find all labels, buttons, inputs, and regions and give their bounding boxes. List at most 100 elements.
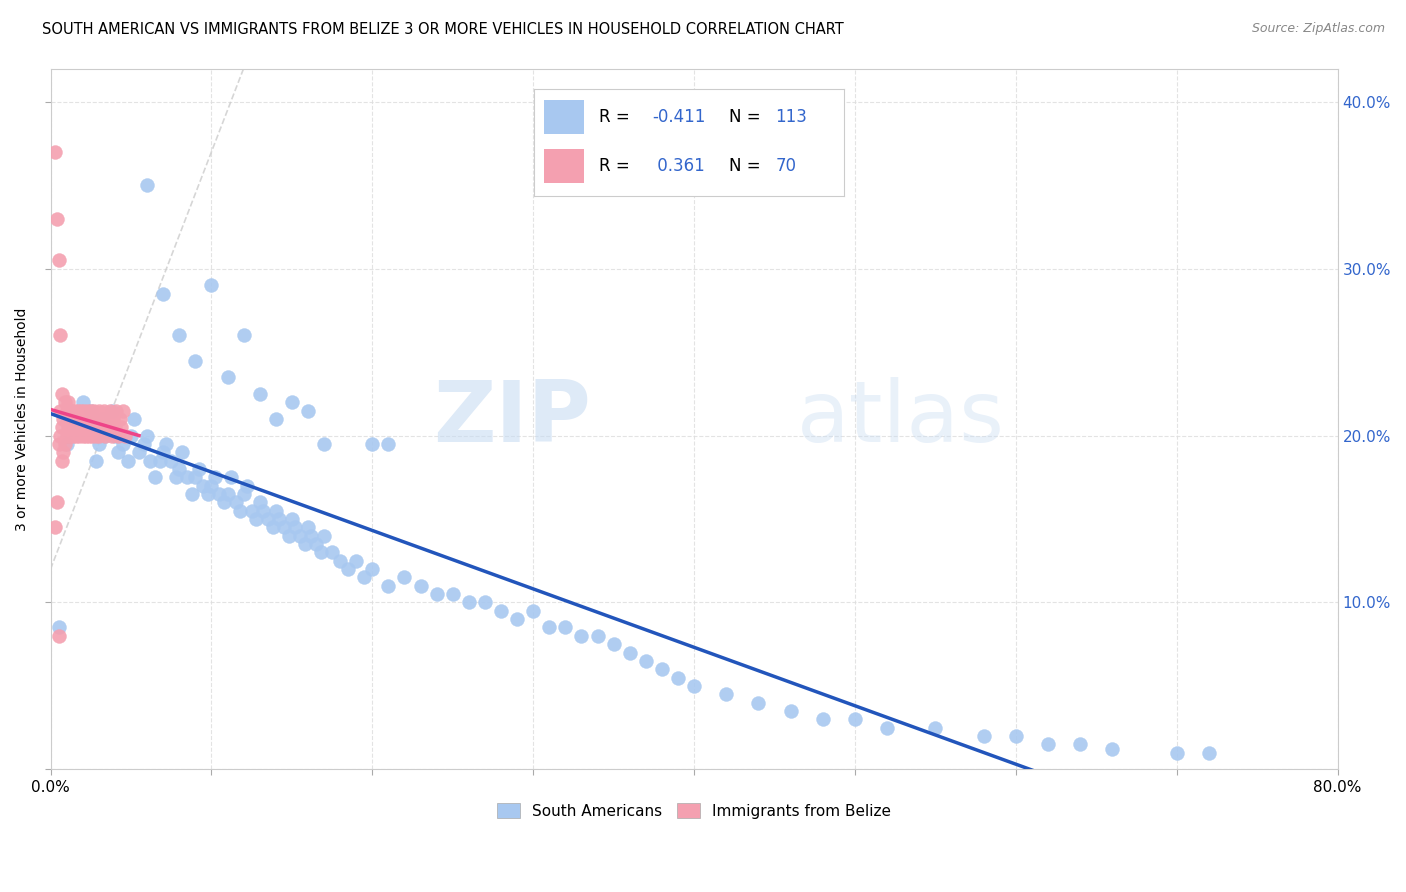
Point [634,654,657,668]
Point [273,520,295,534]
Point [65,412,87,426]
Point [256,512,278,526]
Point [240,504,263,518]
Point [377,437,399,451]
Point [586,629,609,643]
Point [82,428,104,442]
Point [219,470,242,484]
Point [66,403,89,417]
Point [62,412,84,426]
Point [200,478,222,492]
Bar [544,149,583,184]
Point [80,420,103,434]
Point [377,579,399,593]
Point [136,428,159,442]
Point [52,445,75,459]
Point [51,387,73,401]
Point [337,562,360,576]
Point [474,595,496,609]
Point [1101,742,1123,756]
Point [83,403,105,417]
Point [281,395,304,409]
Point [288,529,311,543]
Point [262,520,284,534]
Point [214,495,236,509]
Point [172,445,194,459]
Point [184,353,207,368]
Point [281,512,304,526]
Point [49,428,72,442]
Point [225,495,247,509]
Point [152,286,174,301]
Point [716,687,738,701]
Point [72,395,94,409]
Text: N =: N = [730,108,766,126]
Point [86,420,108,434]
Point [344,554,367,568]
Point [59,403,82,417]
Y-axis label: 3 or more Vehicles in Household: 3 or more Vehicles in Household [15,307,30,531]
Point [165,470,187,484]
Point [1005,729,1028,743]
Point [73,420,96,434]
Point [176,470,198,484]
Text: 0.361: 0.361 [652,157,704,175]
Text: N =: N = [730,157,766,175]
Point [110,420,132,434]
Point [48,620,70,634]
Point [876,721,898,735]
Point [48,437,70,451]
Point [160,453,183,467]
Point [63,420,86,434]
Point [107,445,129,459]
Point [111,437,134,451]
Point [53,395,76,409]
Point [114,428,136,442]
Point [55,437,77,451]
Point [197,487,219,501]
Point [100,428,122,442]
Point [167,462,190,476]
Point [321,545,343,559]
Point [70,420,93,434]
Point [63,403,86,417]
Bar [544,100,583,134]
Point [77,428,100,442]
Point [62,428,84,442]
Point [924,721,946,735]
Text: 113: 113 [776,108,807,126]
Point [48,629,70,643]
Point [72,428,94,442]
Point [89,412,111,426]
Point [104,420,127,434]
Point [84,453,107,467]
Point [49,403,72,417]
Point [267,512,290,526]
Point [329,554,352,568]
Point [409,579,432,593]
Point [108,412,131,426]
Point [60,403,83,417]
Point [72,412,94,426]
Point [264,412,287,426]
Point [55,403,77,417]
Point [107,428,129,442]
Point [232,487,254,501]
Point [139,453,162,467]
Point [229,504,252,518]
Point [49,328,72,343]
Point [149,453,172,467]
Point [217,370,239,384]
Text: 70: 70 [776,157,797,175]
Text: R =: R = [599,157,636,175]
Point [52,412,75,426]
Point [361,562,384,576]
Point [602,637,624,651]
Point [249,495,271,509]
Point [111,403,134,417]
Point [98,403,121,417]
Point [277,529,299,543]
Point [94,428,117,442]
Point [426,587,449,601]
Point [1036,737,1059,751]
